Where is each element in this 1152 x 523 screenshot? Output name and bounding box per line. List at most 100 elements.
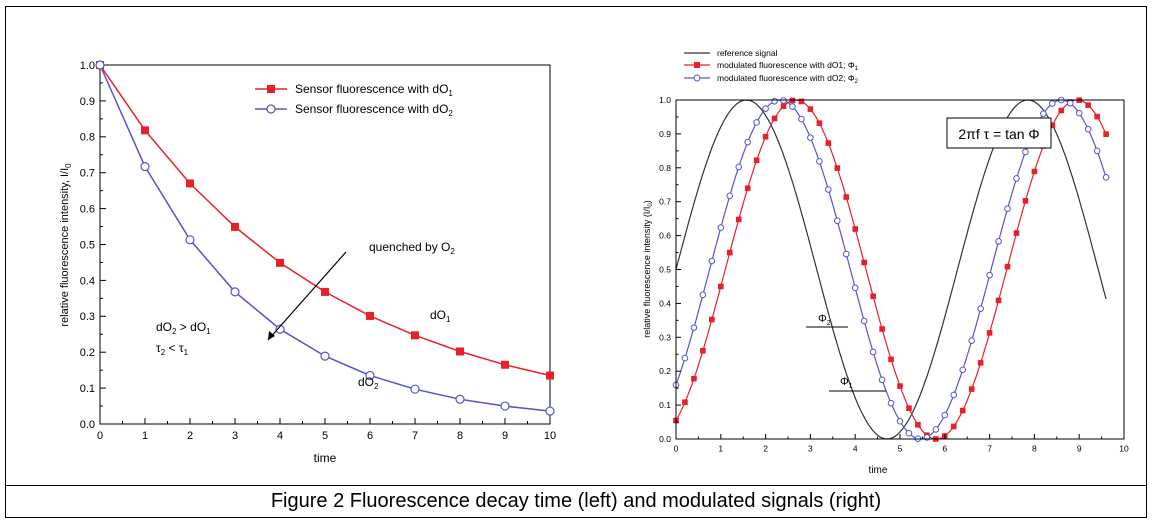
data-point: [869, 348, 877, 356]
blue-circle-marker-icon: [266, 104, 276, 114]
data-point: [1094, 113, 1100, 120]
label-red-curve: dO1: [430, 308, 451, 324]
quenched-annotation: quenched by O2: [369, 240, 455, 256]
data-point: [410, 384, 420, 394]
x-tick-label: 8: [1032, 444, 1037, 454]
x-tick-label: 0: [97, 430, 103, 442]
data-point: [807, 134, 814, 141]
data-point: [691, 375, 697, 382]
red-square-marker-icon: [267, 85, 275, 93]
data-point: [843, 194, 850, 200]
data-point: [545, 406, 555, 416]
data-point: [1093, 147, 1101, 155]
data-point: [275, 324, 285, 334]
blue-circle-marker-icon: [693, 74, 701, 82]
y-tick-label: 0.4: [659, 298, 671, 308]
x-tick-label: 10: [1119, 444, 1129, 454]
y-tick-label: 0.0: [659, 434, 671, 444]
left-legend: Sensor fluorescence with dO1 Sensor fluo…: [255, 82, 453, 118]
right-legend-item-3: modulated fluorescence with dO2; Φ2: [684, 73, 859, 85]
y-tick-label: 0.1: [80, 383, 95, 395]
data-point: [717, 224, 725, 231]
y-tick-label: 0.5: [80, 239, 95, 251]
x-tick-label: 1: [718, 444, 723, 454]
data-point: [906, 405, 912, 411]
y-tick-label: 0.7: [659, 197, 671, 207]
data-point: [1085, 102, 1091, 108]
data-point: [905, 429, 913, 437]
data-point: [816, 158, 823, 165]
left-y-axis-label: relative fluorescence intensity, I/I0: [59, 163, 73, 327]
data-point: [366, 311, 374, 320]
right-axis-ticks: 0 1 2 3 4 5 6 7 8 9 10 0.0 0.1 0.2 0.3 0.4 0.5 0.6 0.7 0.8 0…: [659, 95, 1129, 454]
data-point: [977, 305, 984, 312]
data-point: [1004, 263, 1011, 270]
data-point: [1075, 109, 1083, 117]
red-square-marker-icon: [694, 62, 700, 68]
y-tick-label: 0.3: [659, 332, 671, 342]
data-point: [500, 401, 510, 411]
data-point: [709, 316, 715, 323]
y-tick-label: 0.3: [80, 311, 95, 323]
data-point: [276, 258, 284, 267]
x-tick-label: 3: [232, 430, 238, 442]
data-point: [959, 366, 967, 374]
data-point: [735, 216, 742, 223]
y-tick-label: 0.6: [659, 231, 671, 241]
data-point: [897, 383, 903, 389]
y-tick-label: 0.8: [659, 163, 671, 173]
data-point: [744, 185, 751, 192]
left-x-axis-label: time: [314, 451, 337, 465]
data-point: [852, 226, 858, 232]
data-point: [851, 284, 859, 292]
figure-caption: Figure 2 Fluorescence decay time (left) …: [270, 490, 882, 512]
quench-arrow-line: [267, 251, 347, 341]
y-tick-label: 1.0: [659, 95, 671, 105]
data-point: [411, 331, 419, 340]
x-tick-label: 4: [853, 444, 858, 454]
data-point: [140, 161, 150, 172]
x-tick-label: 0: [674, 444, 679, 454]
data-point: [798, 115, 805, 123]
data-point: [762, 105, 769, 112]
data-point: [995, 238, 1002, 245]
data-point: [816, 120, 823, 126]
data-point: [1013, 175, 1020, 182]
data-point: [870, 293, 876, 300]
data-point: [501, 360, 509, 369]
data-point: [700, 347, 706, 354]
data-point: [959, 407, 966, 414]
data-point: [941, 411, 949, 419]
data-point: [950, 391, 958, 399]
y-tick-label: 0.1: [659, 400, 671, 410]
svg-text:Sensor fluorescence with dO2: Sensor fluorescence with dO2: [295, 102, 453, 118]
y-tick-label: 0.2: [80, 347, 95, 359]
data-point: [744, 138, 751, 146]
x-tick-label: 6: [942, 444, 947, 454]
x-tick-label: 7: [987, 444, 992, 454]
data-point: [896, 417, 904, 425]
svg-text:modulated fluorescence with dO: modulated fluorescence with dO2; Φ2: [717, 73, 859, 85]
condition-tau: τ2 < τ1: [156, 341, 189, 357]
data-point: [825, 140, 832, 146]
y-tick-label: 0.9: [659, 129, 671, 139]
data-point: [860, 317, 868, 325]
svg-text:reference signal: reference signal: [717, 48, 778, 58]
data-point: [986, 330, 993, 336]
data-point: [1022, 148, 1029, 156]
y-tick-label: 0.7: [80, 168, 95, 180]
data-point: [681, 354, 689, 362]
data-point: [833, 217, 841, 225]
condition-do: dO2 > dO1: [156, 320, 211, 336]
data-point: [950, 423, 957, 430]
data-point: [771, 115, 778, 122]
data-point: [718, 283, 724, 290]
label-blue-curve: dO2: [358, 375, 379, 391]
data-point: [968, 337, 975, 344]
modulation-chart: reference signal modulated fluorescence …: [642, 48, 1129, 476]
data-point: [878, 376, 886, 384]
data-point: [807, 106, 814, 112]
data-point: [888, 356, 894, 363]
data-point: [735, 163, 743, 171]
data-point: [968, 386, 975, 392]
